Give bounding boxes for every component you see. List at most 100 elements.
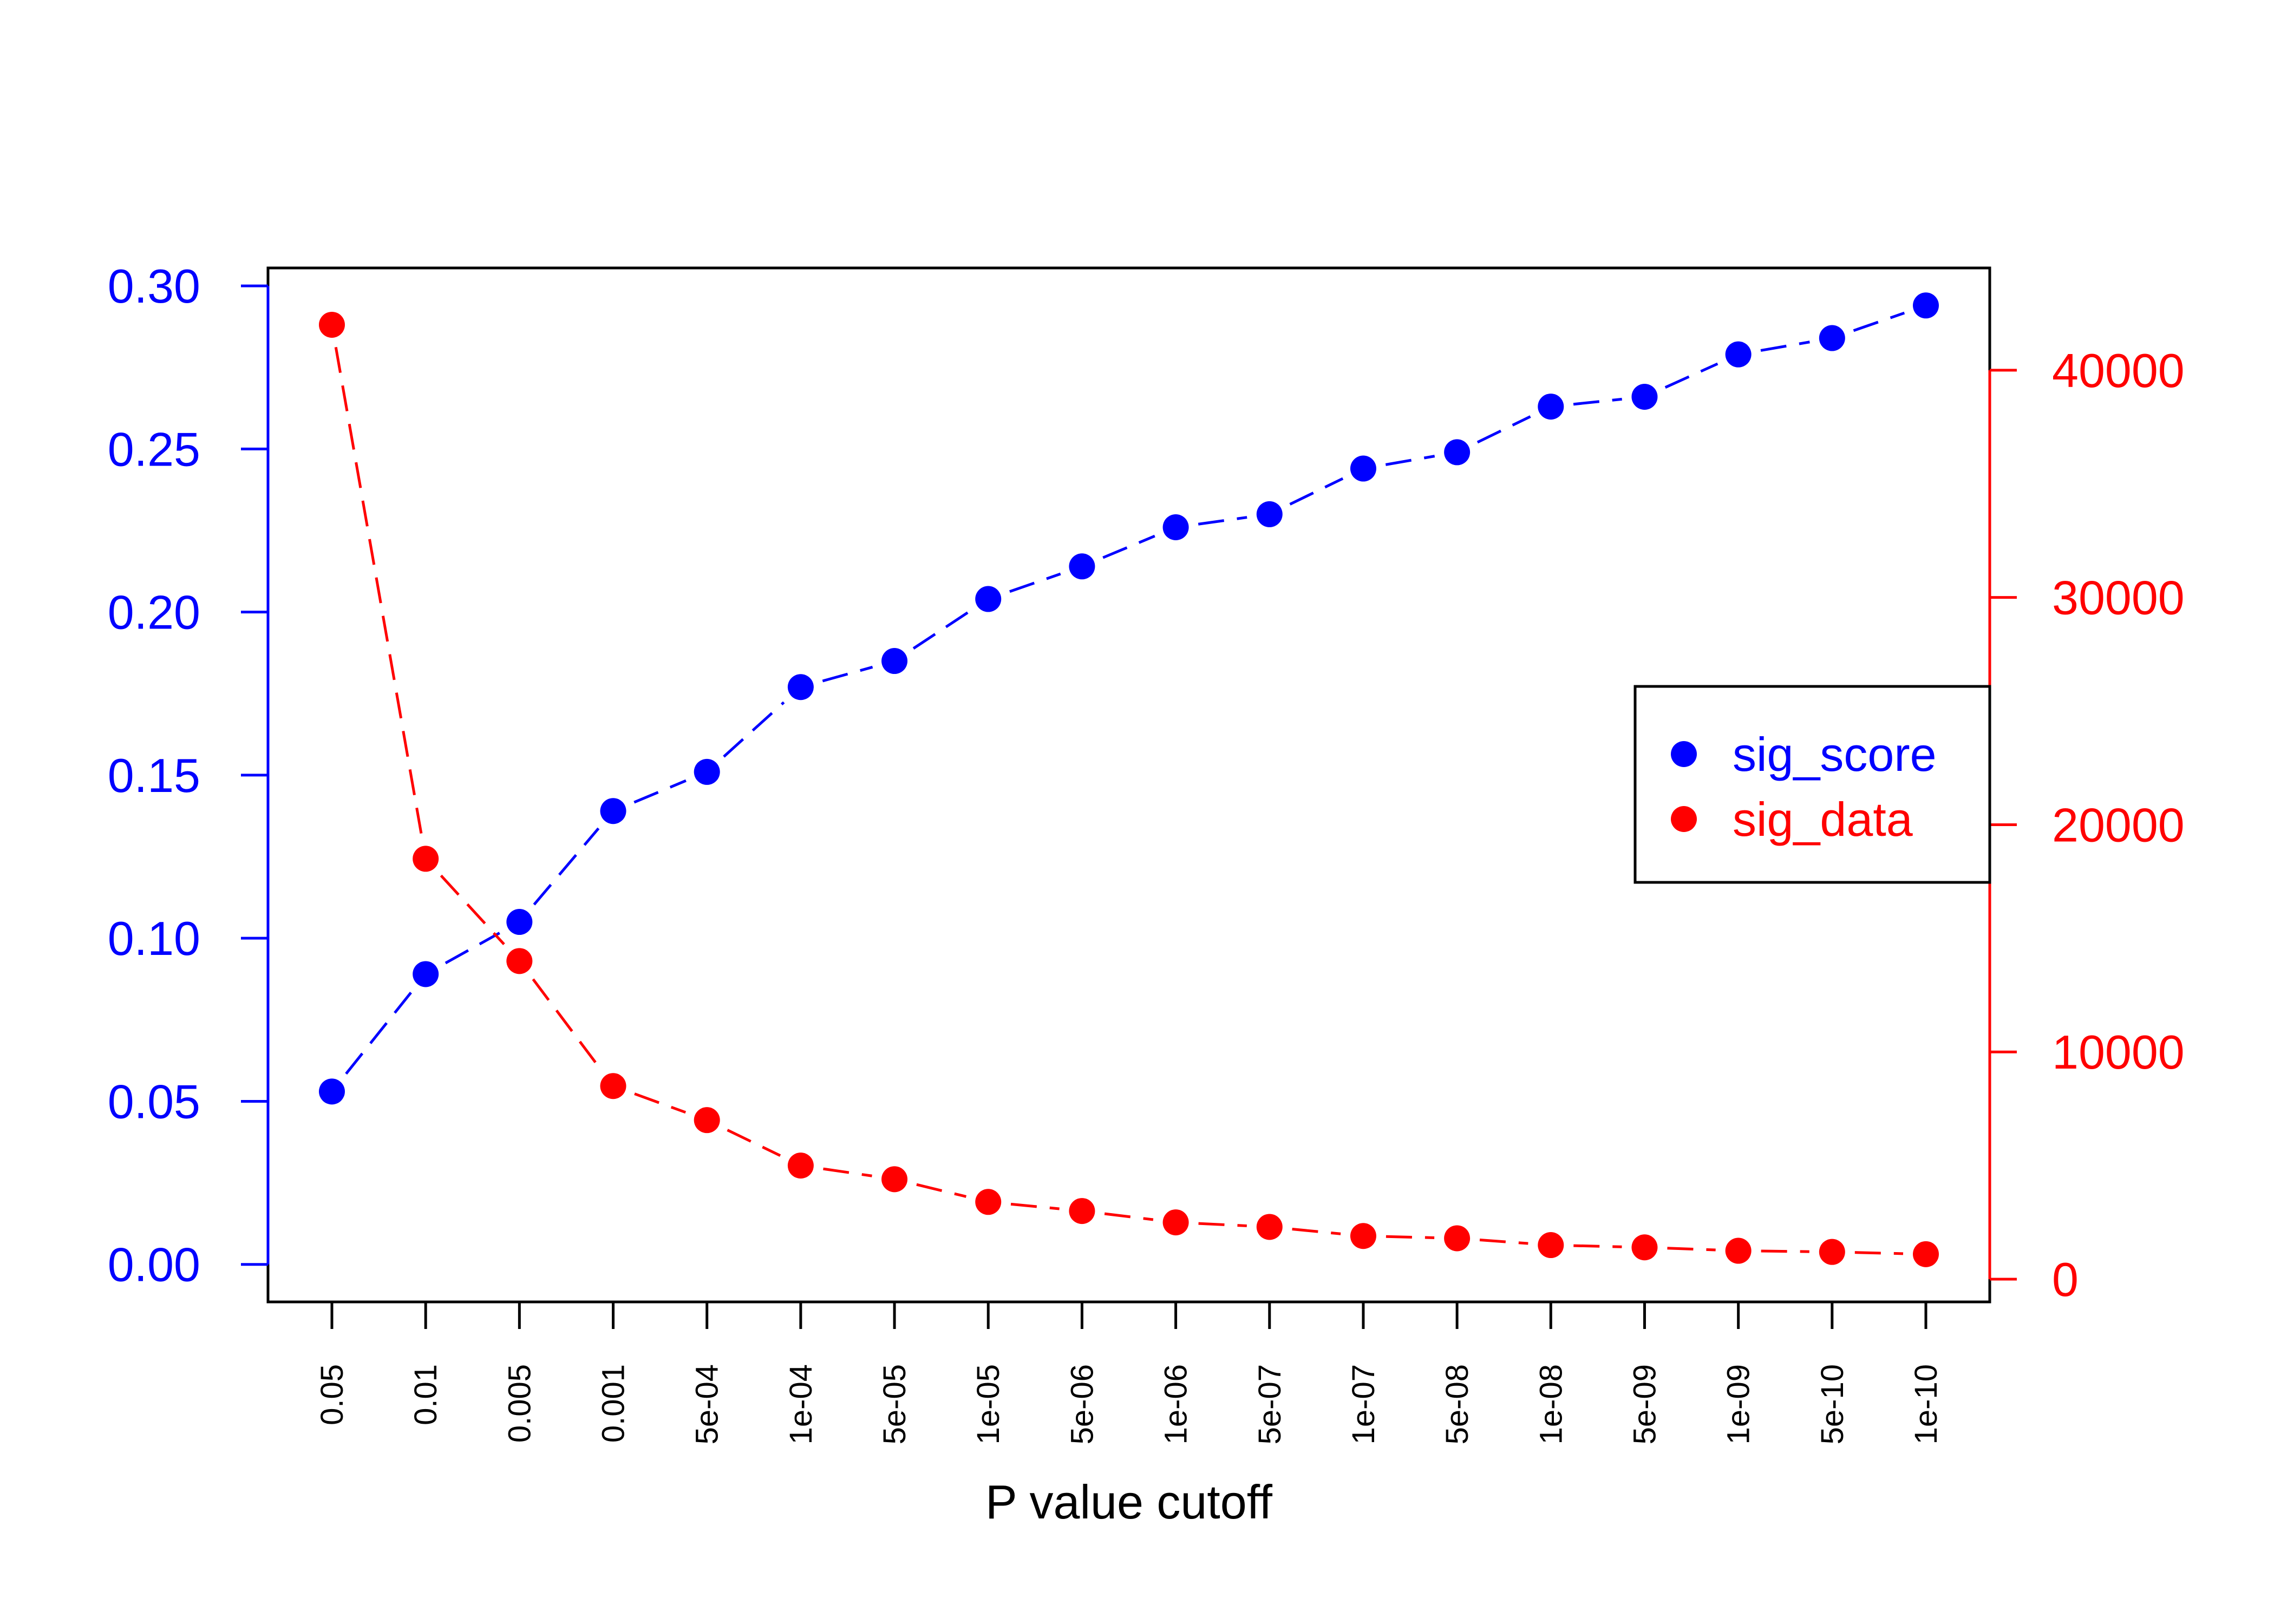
line-segment: [1385, 455, 1435, 466]
data-point: [694, 758, 720, 785]
data-point: [787, 1152, 814, 1179]
data-point: [1256, 501, 1283, 527]
line-segment: [1853, 311, 1905, 332]
line-segment: [1854, 1251, 1904, 1255]
data-point: [1725, 1237, 1752, 1264]
line-segment: [1009, 572, 1061, 593]
data-point: [1913, 292, 1939, 319]
data-point: [1819, 325, 1845, 351]
data-point: [1350, 1223, 1376, 1249]
data-point: [413, 961, 439, 987]
line-segment: [916, 1183, 967, 1198]
line-segment: [1292, 1228, 1341, 1235]
left-tick-label: 0.15: [108, 749, 200, 802]
line-segment: [912, 610, 970, 650]
data-point: [1819, 1239, 1845, 1265]
line-segment: [1289, 477, 1344, 506]
data-point: [413, 846, 439, 872]
line-segment: [727, 1129, 781, 1157]
line-segment: [1476, 415, 1531, 444]
x-tick-label: 0.05: [315, 1364, 350, 1425]
line-segment: [1104, 1212, 1154, 1221]
x-tick-label: 0.001: [596, 1364, 631, 1443]
line-segment: [445, 932, 500, 965]
line-segment: [532, 978, 601, 1069]
data-point: [506, 948, 533, 974]
legend-box: [1633, 685, 1991, 884]
x-tick-label: 5e-08: [1440, 1364, 1475, 1444]
data-point: [1444, 439, 1471, 466]
data-point: [881, 1166, 908, 1193]
line-segment: [1198, 516, 1247, 526]
series-layer: [319, 292, 1939, 1267]
data-point: [881, 648, 908, 675]
x-tick-label: 0.005: [502, 1364, 537, 1443]
data-point: [975, 1189, 1002, 1215]
line-segment: [1010, 1202, 1060, 1210]
data-point: [1725, 341, 1752, 368]
data-point: [1631, 383, 1658, 410]
left-tick-label: 0.10: [108, 912, 200, 965]
line-segment: [1479, 1239, 1528, 1245]
series-sig-data: [319, 311, 1939, 1267]
right-tick-label: 40000: [2052, 344, 2185, 397]
data-point: [1256, 1214, 1283, 1240]
line-segment: [1573, 397, 1622, 406]
x-axis-title: P value cutoff: [985, 1475, 1273, 1529]
line-segment: [1667, 1247, 1716, 1252]
data-point: [319, 311, 345, 338]
data-point: [600, 1073, 626, 1099]
right-tick-label: 30000: [2052, 571, 2185, 625]
data-point: [975, 586, 1002, 612]
x-tick-label: 1e-10: [1909, 1364, 1944, 1444]
data-point: [600, 798, 626, 824]
line-segment: [1102, 534, 1155, 559]
line-segment: [633, 779, 687, 804]
line-segment: [1761, 1249, 1809, 1253]
x-tick-label: 1e-04: [783, 1364, 819, 1444]
data-point: [1069, 553, 1095, 580]
x-tick-label: 5e-05: [877, 1364, 912, 1444]
line-segment: [1573, 1244, 1622, 1248]
x-tick-label: 1e-07: [1346, 1364, 1381, 1444]
line-segment: [1198, 1222, 1247, 1227]
data-point: [506, 909, 533, 935]
data-point: [1162, 514, 1189, 541]
x-tick-label: 5e-10: [1815, 1364, 1850, 1444]
data-point: [787, 674, 814, 700]
line-segment: [1386, 1235, 1435, 1239]
right-tick-label: 20000: [2052, 798, 2185, 852]
right-axis: 0 10000 20000 30000 40000: [1988, 344, 2185, 1306]
line-segment: [345, 991, 413, 1075]
x-tick-label: 5e-09: [1627, 1364, 1662, 1444]
x-tick-label: 1e-06: [1159, 1364, 1194, 1444]
data-point: [1913, 1241, 1939, 1267]
x-tick-label: 1e-08: [1533, 1364, 1569, 1444]
left-tick-label: 0.20: [108, 586, 200, 639]
line-segment: [822, 665, 873, 683]
left-tick-label: 0.25: [108, 422, 200, 476]
data-point: [1350, 455, 1376, 482]
line-segment: [440, 874, 505, 946]
line-segment: [334, 346, 423, 837]
x-axis: 0.05 0.01 0.005 0.001 5e-04 1e-04 5e-05 1e-05 5e…: [315, 1300, 1944, 1444]
data-point: [319, 1078, 345, 1105]
data-point: [1538, 394, 1564, 420]
line-segment: [823, 1167, 872, 1177]
data-point: [694, 1107, 720, 1134]
left-axis: 0.00 0.05 0.10 0.15 0.20 0.25 0.30: [108, 259, 270, 1292]
legend: sig_score sig_data: [1633, 685, 1991, 884]
x-tick-label: 0.01: [408, 1364, 443, 1425]
data-point: [1538, 1232, 1564, 1259]
legend-label-sig-data: sig_data: [1733, 793, 1913, 846]
legend-marker-sig-data: [1671, 806, 1697, 832]
right-tick-label: 10000: [2052, 1025, 2185, 1079]
left-tick-label: 0.30: [108, 259, 200, 313]
right-tick-label: 0: [2052, 1253, 2079, 1306]
x-tick-label: 1e-09: [1721, 1364, 1756, 1444]
data-point: [1069, 1198, 1095, 1224]
line-segment: [1760, 340, 1810, 352]
x-tick-label: 1e-05: [971, 1364, 1006, 1444]
data-point: [1444, 1225, 1471, 1252]
